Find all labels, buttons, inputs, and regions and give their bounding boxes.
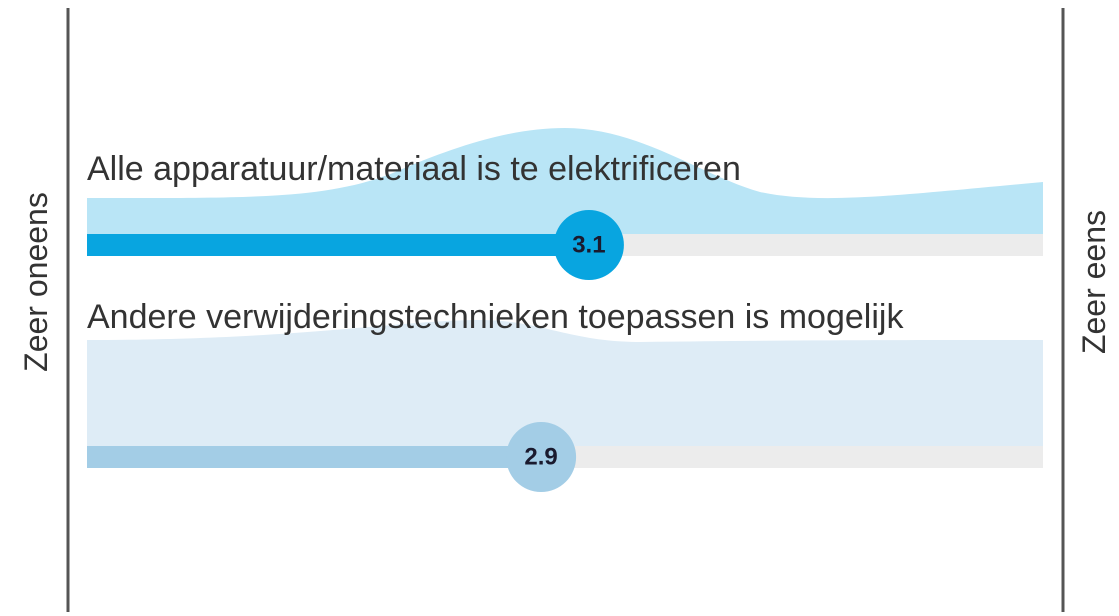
- mean-marker: [553, 210, 624, 280]
- value-label: 3.1: [572, 232, 605, 259]
- scale-label-left: Zeer oneens: [18, 192, 54, 372]
- category-label: Alle apparatuur/materiaal is te elektrif…: [87, 150, 741, 188]
- category-label-box: Andere verwijderingstechnieken toepassen…: [87, 298, 904, 336]
- bar: [87, 446, 542, 468]
- density: [87, 320, 1043, 468]
- bar: [87, 234, 589, 256]
- density: [87, 128, 1043, 255]
- category-label-box: Alle apparatuur/materiaal is te elektrif…: [87, 150, 741, 188]
- mean-marker: [506, 422, 577, 492]
- category-label: Andere verwijderingstechnieken toepassen…: [87, 298, 904, 336]
- scale-label-right: Zeer eens: [1076, 210, 1112, 354]
- value-label: 2.9: [524, 444, 557, 471]
